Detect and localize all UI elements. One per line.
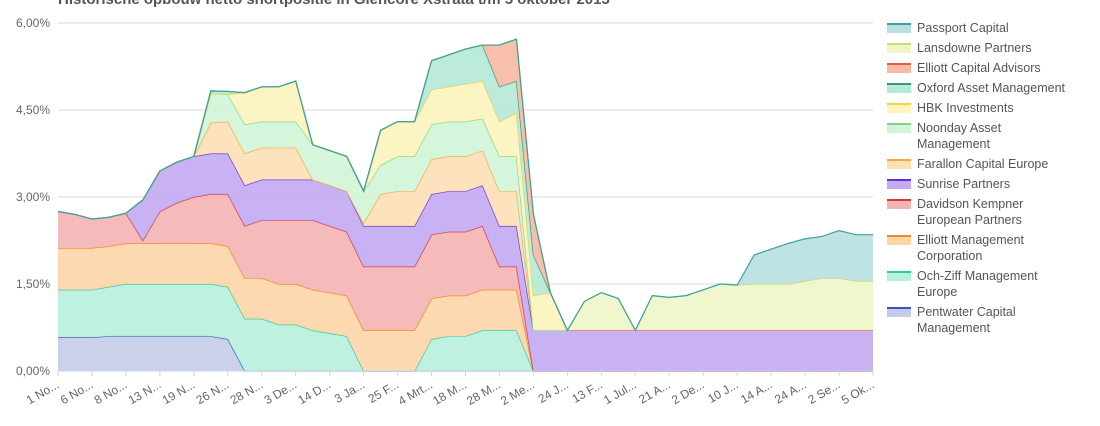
x-tick-label: 2 Se... (806, 377, 843, 406)
area (58, 39, 873, 331)
legend-swatch (887, 63, 911, 73)
legend-item[interactable]: Lansdowne Partners (887, 40, 1087, 56)
legend-label: Elliott Management Corporation (917, 233, 1025, 263)
legend-swatch (887, 199, 911, 209)
area (58, 243, 873, 371)
y-tick-label: 6,00% (16, 16, 50, 30)
legend-item[interactable]: Davidson Kempner European Partners (887, 196, 1087, 228)
x-tick-label: 6 No... (58, 377, 96, 407)
x-tick-label: 5 Ok... (839, 377, 877, 407)
legend-item[interactable]: HBK Investments (887, 100, 1087, 116)
x-tick-label: 3 De... (262, 377, 300, 407)
x-tick-label: 26 N... (194, 377, 232, 407)
legend-item[interactable]: Sunrise Partners (887, 176, 1087, 192)
legend-swatch (887, 235, 911, 245)
legend-label: Oxford Asset Management (917, 81, 1065, 95)
x-tick-label: 18 M... (430, 377, 469, 407)
legend-swatch (887, 271, 911, 281)
legend-label: Farallon Capital Europe (917, 157, 1049, 171)
area (58, 194, 873, 371)
legend-label: Noonday Asset Management (917, 121, 1002, 151)
areas (57, 38, 873, 372)
y-tick-label: 0,00% (16, 364, 50, 378)
area-line (57, 38, 873, 332)
legend-item[interactable]: Elliott Capital Advisors (887, 60, 1087, 76)
legend-swatch (887, 159, 911, 169)
legend-item[interactable]: Farallon Capital Europe (887, 156, 1087, 172)
legend-swatch (887, 179, 911, 189)
legend-label: HBK Investments (917, 101, 1014, 115)
x-tick-label: 4 Mrt... (396, 377, 435, 408)
legend-label: Passport Capital (917, 21, 1009, 35)
x-tick-label: 8 No... (92, 377, 130, 407)
legend-item[interactable]: Elliott Management Corporation (887, 232, 1087, 264)
legend-item[interactable]: Pentwater Capital Management (887, 304, 1087, 336)
x-tick-label: 24 A... (772, 377, 808, 406)
x-tick-label: 2 De... (669, 377, 707, 407)
legend-item[interactable]: Noonday Asset Management (887, 120, 1087, 152)
legend: Passport Capital Lansdowne Partners Elliot… (887, 20, 1087, 336)
legend-swatch (887, 307, 911, 317)
legend-swatch (887, 83, 911, 93)
legend-label: Davidson Kempner European Partners (917, 197, 1024, 227)
chart-title: Historische opbouw netto shortpositie in… (58, 0, 610, 8)
x-tick-label: 3 Ja... (332, 377, 367, 405)
x-tick-label: 19 N... (160, 377, 198, 407)
area (58, 336, 873, 371)
x-tick-label: 21 A... (636, 377, 672, 406)
x-tick-label: 24 J... (536, 377, 571, 405)
y-tick-label: 4,50% (16, 103, 50, 117)
legend-label: Elliott Capital Advisors (917, 61, 1041, 75)
legend-item[interactable]: Och-Ziff Management Europe (887, 268, 1087, 300)
x-tick-label: 28 N... (228, 377, 266, 407)
x-tick-label: 10 J... (705, 377, 740, 405)
area (58, 153, 873, 371)
legend-label: Pentwater Capital Management (917, 305, 1016, 335)
x-tick-label: 13 N... (126, 377, 164, 407)
y-tick-label: 1,50% (16, 277, 50, 291)
x-tick-label: 2 Me... (498, 377, 537, 407)
area (58, 284, 873, 371)
legend-item[interactable]: Oxford Asset Management (887, 80, 1087, 96)
y-tick-label: 3,00% (16, 190, 50, 204)
area (58, 93, 873, 331)
x-tick-label: 14 A... (738, 377, 774, 406)
legend-swatch (887, 23, 911, 33)
x-tick-label: 13 F... (570, 377, 605, 405)
x-tick-label: 1 No... (24, 377, 62, 407)
legend-swatch (887, 123, 911, 133)
legend-label: Sunrise Partners (917, 177, 1011, 191)
legend-item[interactable]: Passport Capital (887, 20, 1087, 36)
x-tick-label: 1 Jul... (601, 377, 639, 407)
legend-label: Och-Ziff Management Europe (917, 269, 1038, 299)
x-tick-label: 14 D... (296, 377, 334, 407)
legend-label: Lansdowne Partners (917, 41, 1032, 55)
legend-swatch (887, 43, 911, 53)
area (58, 121, 873, 331)
x-tick-label: 28 M... (464, 377, 503, 407)
x-tick-label: 25 F... (366, 377, 401, 405)
legend-swatch (887, 103, 911, 113)
